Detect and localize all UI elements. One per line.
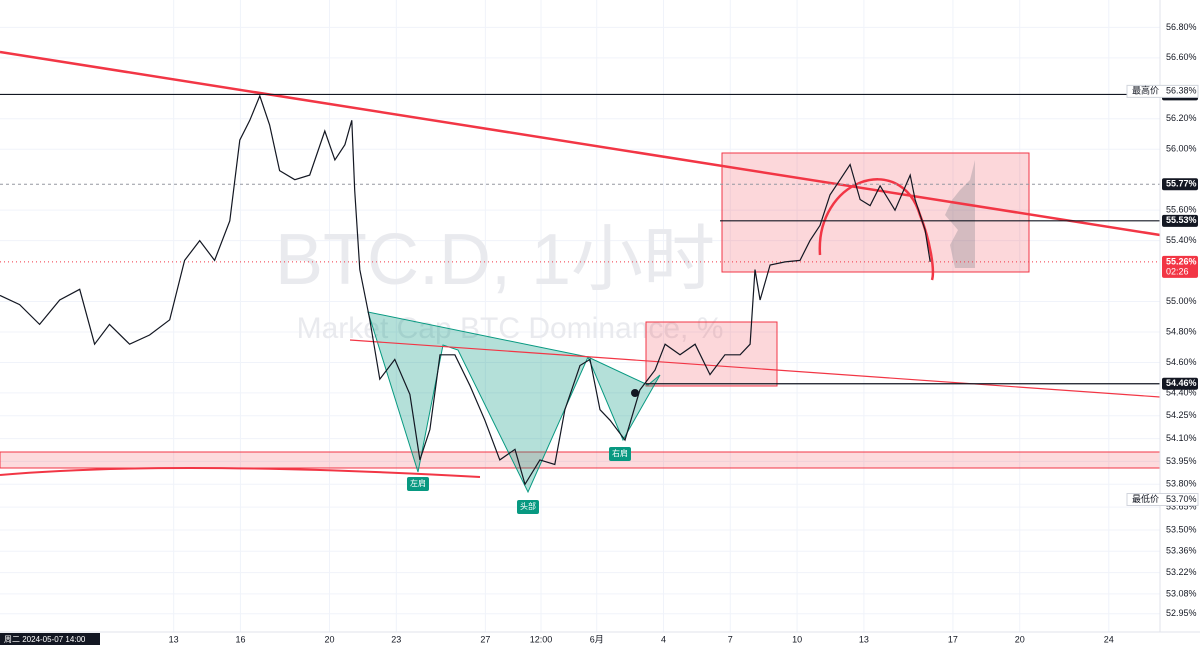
y-tick-label: 56.00% [1166,144,1197,154]
y-tick-label: 54.80% [1166,326,1197,336]
level-label: 55.26% [1166,256,1197,266]
level-label-bg [1162,178,1198,191]
x-tick-label: 13 [859,634,869,644]
pattern-label: 右肩 [612,448,628,458]
y-tick-label: 52.95% [1166,608,1197,618]
level-label-bg [1162,214,1198,227]
x-tick-label: 27 [480,634,490,644]
y-tick-label: 54.40% [1166,387,1197,397]
y-tick-label: 53.65% [1166,501,1197,511]
x-tick-label: 12:00 [530,634,553,644]
y-tick-label: 54.60% [1166,357,1197,367]
volume-profile [945,160,975,268]
extreme-name: 最高价 [1132,85,1159,96]
extreme-bg [1126,493,1199,507]
pattern-label-bg [407,477,429,491]
level-label: 54.46% [1166,378,1197,388]
x-tick-label: 20 [325,634,335,644]
pattern-label-bg [609,447,631,461]
watermark-subtitle: Market Cap BTC Dominance, % [297,312,724,345]
y-tick-label: 54.25% [1166,410,1197,420]
crosshair-label-bg [0,633,100,645]
y-tick-label: 55.60% [1166,205,1197,215]
extreme-label: 56.38% [1166,86,1197,96]
x-tick-label: 13 [169,634,179,644]
crosshair-label: 周二 2024-05-07 14:00 [4,635,86,644]
y-tick-label: 53.08% [1166,588,1197,598]
level-label-bg [1162,255,1198,278]
x-tick-label: 7 [728,634,733,644]
pattern-label: 头部 [520,501,536,511]
axes: 56.80% 56.60% 56.20% 56.00% 55.60% 55.40% 55.0… [169,22,1199,644]
y-tick-label: 53.36% [1166,546,1197,556]
x-tick-label: 4 [661,634,666,644]
y-tick-label: 55.00% [1166,296,1197,306]
level-label: 55.53% [1166,215,1197,225]
marker [631,389,639,397]
y-tick-label: 55.40% [1166,235,1197,245]
extreme-bg [1126,84,1199,98]
level-label: 55.77% [1166,179,1197,189]
y-tick-label: 54.10% [1166,433,1197,443]
trend-line [0,50,1161,237]
x-tick-label: 10 [792,634,802,644]
range-box [645,321,778,387]
y-tick-label: 53.50% [1166,524,1197,534]
price-line [0,94,931,486]
x-tick-label: 16 [235,634,245,644]
grid [0,0,1160,632]
x-tick-label: 23 [391,634,401,644]
y-tick-label: 53.80% [1166,479,1197,489]
pattern-label-bg [517,500,539,514]
pattern-label: 左肩 [410,478,426,488]
support-zone [0,451,1161,469]
range-box [721,152,1030,273]
extreme-label: 53.70% [1166,494,1197,504]
watermark-title: BTC.D, 1小时 [275,220,715,300]
curve [0,466,481,478]
level-label-bg [1162,377,1198,390]
y-tick-label: 56.60% [1166,52,1197,62]
x-tick-label: 20 [1015,634,1025,644]
arc [818,178,935,281]
x-tick-label: 6月 [590,634,604,644]
extreme-name: 最低价 [1132,493,1159,504]
x-tick-label: 24 [1104,634,1114,644]
levels [0,93,1160,385]
y-tick-label: 56.80% [1166,22,1197,32]
y-tick-label: 53.95% [1166,456,1197,466]
x-tick-label: 17 [948,634,958,644]
y-tick-label: 56.20% [1166,113,1197,123]
neckline [349,339,1161,398]
y-tick-label: 53.22% [1166,567,1197,577]
level-note: 02:26 [1166,266,1189,276]
